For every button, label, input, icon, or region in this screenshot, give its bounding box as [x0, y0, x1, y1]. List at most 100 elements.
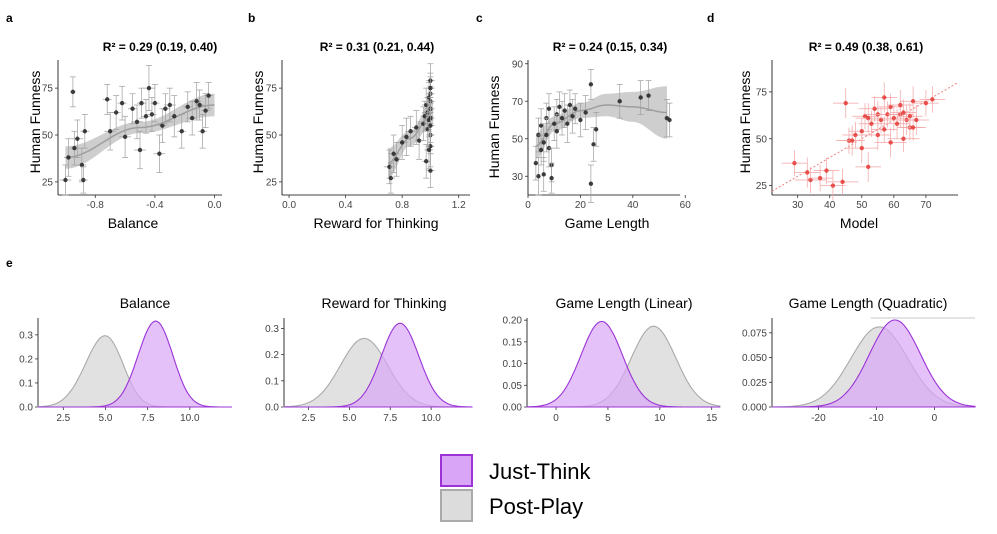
panel-letter-a: a	[6, 11, 13, 25]
x-tick-label: 0.0	[282, 200, 296, 211]
y-tick-label: 50	[512, 134, 524, 145]
x-tick-label: 30	[792, 200, 804, 211]
data-point	[557, 104, 562, 110]
data-point	[792, 160, 797, 166]
panel-b-title: R² = 0.31 (0.21, 0.44)	[320, 40, 434, 54]
y-tick-label: 50	[42, 131, 54, 142]
data-point	[408, 129, 413, 134]
data-point	[163, 106, 168, 111]
data-point	[901, 136, 906, 141]
data-point	[399, 140, 405, 145]
data-point	[591, 142, 596, 147]
y-tick-label: 0.3	[19, 330, 33, 341]
data-point	[66, 155, 71, 160]
y-tick-label: 0.20	[503, 316, 523, 327]
data-point	[910, 125, 916, 130]
panel-e1-title: Balance	[120, 295, 171, 311]
data-point	[840, 179, 845, 185]
panel-e3-title: Game Length (Linear)	[556, 295, 693, 311]
data-point	[888, 140, 893, 145]
data-point	[817, 175, 823, 181]
panel-c-title: R² = 0.24 (0.15, 0.34)	[553, 40, 667, 54]
data-point	[923, 100, 929, 106]
data-point	[894, 121, 900, 126]
x-tick-label: 5.0	[99, 413, 113, 424]
y-tick-label: 0.000	[742, 403, 767, 414]
y-tick-label: 0.05	[503, 381, 523, 392]
data-point	[428, 168, 433, 173]
data-point	[646, 93, 651, 98]
y-tick-label: 50	[266, 131, 278, 142]
x-tick-label: 2.5	[302, 413, 316, 424]
panel-a-title: R² = 0.29 (0.19, 0.40)	[103, 40, 217, 54]
y-tick-label: 0.025	[742, 378, 767, 389]
data-point	[878, 117, 884, 123]
data-point	[157, 151, 162, 156]
y-tick-label: 25	[756, 181, 768, 192]
data-point	[869, 121, 874, 126]
data-point	[152, 100, 158, 106]
data-point	[808, 177, 813, 183]
data-point	[416, 138, 422, 143]
scatter-panel-model: R² = 0.49 (0.38, 0.61) Human Funness Mod…	[737, 40, 959, 231]
data-point	[541, 140, 546, 145]
scatter-panel-balance: R² = 0.29 (0.19, 0.40) Human Funness Bal…	[27, 40, 222, 231]
density-panel-reward: Reward for Thinking 0.0 0.1 0.2 0.3 2.5 5.0 7.…	[265, 295, 473, 424]
panel-letter-d: d	[707, 11, 714, 25]
data-point	[578, 117, 583, 123]
fit-line	[535, 104, 667, 147]
legend: Just-Think Post-Play	[440, 454, 591, 522]
panel-b-ylabel: Human Funness	[250, 71, 266, 174]
data-point	[388, 175, 394, 181]
density-panel-game-length-linear: Game Length (Linear) 0.00 0.05 0.10 0.15 0.2…	[503, 295, 721, 424]
y-tick-label: 0.1	[19, 378, 33, 389]
panel-d-xlabel: Model	[840, 215, 878, 231]
x-tick-label: 50	[856, 200, 868, 211]
y-tick-label: 0.050	[742, 353, 767, 364]
data-point	[570, 114, 575, 119]
x-tick-label: 20	[575, 200, 587, 211]
legend-swatch-post-play	[440, 489, 473, 522]
panel-d-title: R² = 0.49 (0.38, 0.61)	[809, 40, 923, 54]
data-point	[185, 104, 190, 110]
data-point	[882, 95, 887, 100]
data-point	[194, 99, 199, 104]
data-point	[862, 114, 868, 119]
x-tick-label: 60	[888, 200, 900, 211]
legend-label-post-play: Post-Play	[489, 494, 583, 519]
x-tick-label: -10	[869, 413, 884, 424]
scatter-panel-game-length: R² = 0.24 (0.15, 0.34) Human Funness Gam…	[486, 40, 691, 231]
y-tick-label: 75	[756, 87, 768, 98]
fit-line	[65, 104, 215, 159]
x-tick-label: -20	[811, 413, 826, 424]
panel-d-ylabel: Human Funness	[737, 71, 753, 174]
identity-line	[771, 82, 959, 192]
panel-letter-c: c	[476, 11, 483, 25]
x-tick-label: 10	[654, 413, 666, 424]
x-tick-label: 7.5	[383, 413, 397, 424]
data-point	[428, 85, 433, 91]
density-just-think	[772, 319, 976, 408]
y-tick-label: 0.075	[742, 328, 767, 339]
data-point	[667, 117, 672, 123]
data-point	[404, 134, 409, 140]
scatter-panel-reward: R² = 0.31 (0.21, 0.44) Human Funness Rew…	[250, 40, 470, 231]
data-point	[546, 106, 552, 111]
data-point	[930, 97, 935, 102]
x-tick-label: 40	[824, 200, 836, 211]
data-point	[882, 127, 887, 132]
data-point	[588, 181, 594, 186]
data-point	[139, 100, 144, 106]
data-point	[172, 114, 177, 119]
x-tick-label: 60	[680, 200, 692, 211]
data-point	[866, 164, 871, 170]
y-tick-label: 30	[512, 172, 524, 183]
data-point	[105, 97, 110, 102]
data-point	[197, 102, 202, 108]
y-tick-label: 0.15	[503, 337, 523, 348]
data-point	[805, 170, 810, 175]
x-tick-label: 0	[553, 413, 559, 424]
data-point	[75, 136, 80, 141]
y-tick-label: 75	[42, 84, 54, 95]
data-point	[875, 132, 881, 138]
